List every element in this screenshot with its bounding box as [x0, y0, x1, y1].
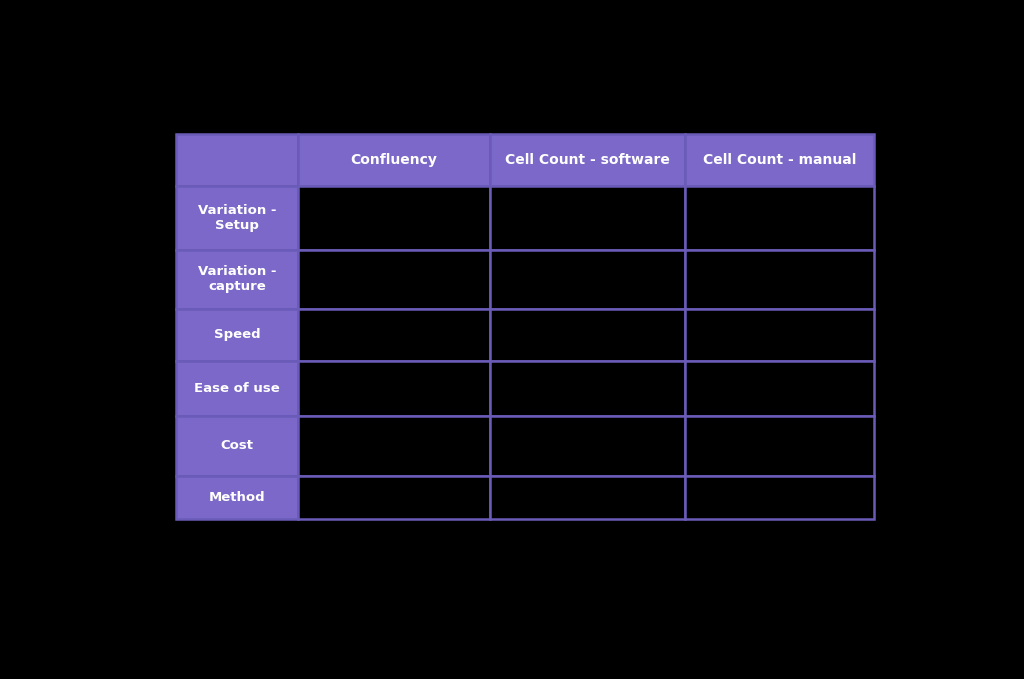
Bar — [298, 134, 489, 186]
Bar — [298, 416, 489, 476]
Bar — [685, 361, 873, 416]
Bar — [298, 361, 489, 416]
Text: Variation -
capture: Variation - capture — [198, 265, 276, 293]
Bar — [489, 309, 685, 361]
Bar — [489, 250, 685, 309]
Text: Cell Count - manual: Cell Count - manual — [702, 153, 856, 167]
Bar — [685, 309, 873, 361]
Text: Confluency: Confluency — [350, 153, 437, 167]
Bar — [489, 134, 685, 186]
Bar — [176, 134, 298, 186]
Bar — [176, 186, 298, 250]
Text: Variation -
Setup: Variation - Setup — [198, 204, 276, 232]
Bar — [685, 134, 873, 186]
Bar — [489, 416, 685, 476]
Text: Ease of use: Ease of use — [195, 382, 280, 394]
Bar — [176, 250, 298, 309]
Text: Cell Count - software: Cell Count - software — [505, 153, 670, 167]
Bar — [685, 476, 873, 519]
Bar — [298, 309, 489, 361]
Bar — [489, 476, 685, 519]
Bar — [298, 476, 489, 519]
Bar — [298, 250, 489, 309]
Bar — [489, 361, 685, 416]
Bar — [176, 309, 298, 361]
Text: Cost: Cost — [220, 439, 254, 452]
Text: Speed: Speed — [214, 329, 260, 342]
Bar — [176, 361, 298, 416]
Bar — [489, 186, 685, 250]
Bar — [685, 250, 873, 309]
Bar — [176, 476, 298, 519]
Text: Method: Method — [209, 491, 265, 504]
Bar — [685, 416, 873, 476]
Bar — [298, 186, 489, 250]
Bar — [685, 186, 873, 250]
Bar — [176, 416, 298, 476]
